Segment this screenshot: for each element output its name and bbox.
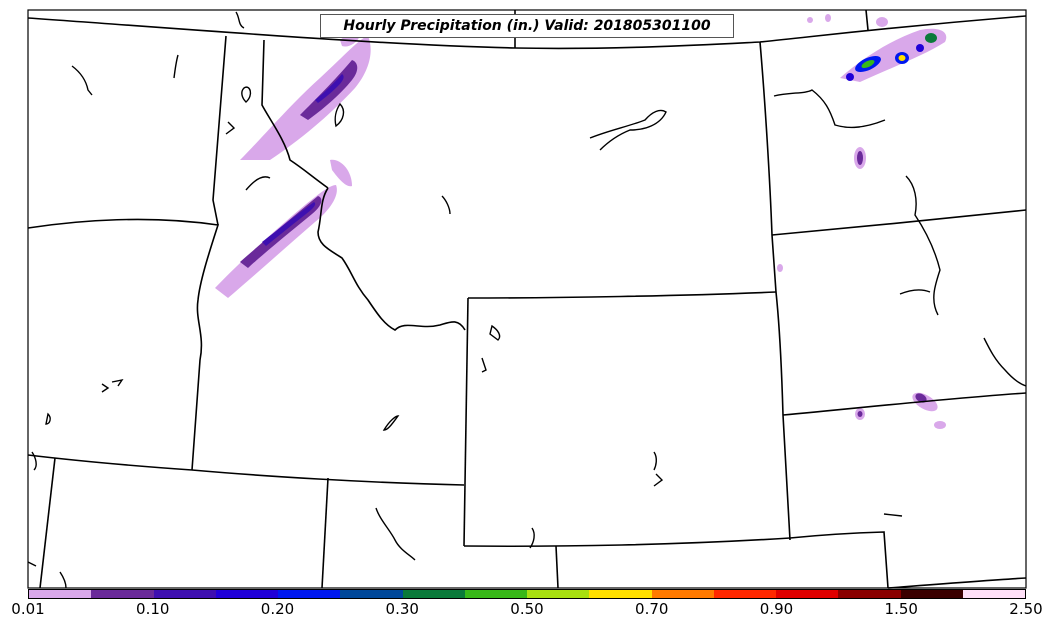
colorbar-tick-label: 1.50: [884, 600, 918, 618]
colorbar-segment: [713, 590, 776, 598]
colorbar-segment: [340, 590, 403, 598]
colorbar-segment: [527, 590, 590, 598]
colorbar-segment: [651, 590, 714, 598]
colorbar-segment: [91, 590, 154, 598]
colorbar-segment: [29, 590, 92, 598]
colorbar-tick-label: 0.70: [635, 600, 669, 618]
colorbar-tick-label: 0.20: [260, 600, 295, 618]
colorbar-tick-label: 2.50: [1009, 600, 1043, 618]
colorbar-segment: [776, 590, 839, 598]
colorbar-segment: [402, 590, 465, 598]
water-features: [27, 11, 1027, 589]
colorbar-tick-label: 0.01: [11, 600, 45, 618]
precip-band-south: [215, 159, 352, 298]
map-title: Hourly Precipitation (in.) Valid: 201805…: [320, 14, 734, 38]
colorbar-tick-label: 0.50: [510, 600, 544, 618]
colorbar-tick-label: 0.30: [385, 600, 419, 618]
colorbar-tick-label: 0.90: [759, 600, 794, 618]
map-frame: [27, 9, 1027, 589]
colorbar-segment: [838, 590, 901, 598]
colorbar-segment: [464, 590, 527, 598]
colorbar-segment: [900, 590, 963, 598]
colorbar-segment: [215, 590, 278, 598]
colorbar-tick-label: 0.10: [136, 600, 170, 618]
state-borders: [27, 9, 1027, 589]
colorbar-tick-labels: 0.01 0.10 0.20 0.30 0.50 0.70 0.90 1.50 2.50: [0, 598, 1054, 628]
colorbar-segment: [589, 590, 652, 598]
colorbar-segment: [153, 590, 216, 598]
colorbar-segment: [278, 590, 341, 598]
precipitation-colorbar: [28, 589, 1026, 599]
colorbar-segment: [962, 590, 1025, 598]
